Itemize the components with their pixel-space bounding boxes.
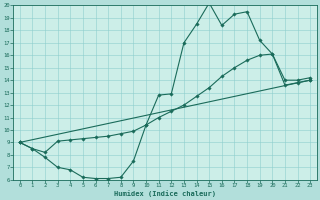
- X-axis label: Humidex (Indice chaleur): Humidex (Indice chaleur): [114, 190, 216, 197]
